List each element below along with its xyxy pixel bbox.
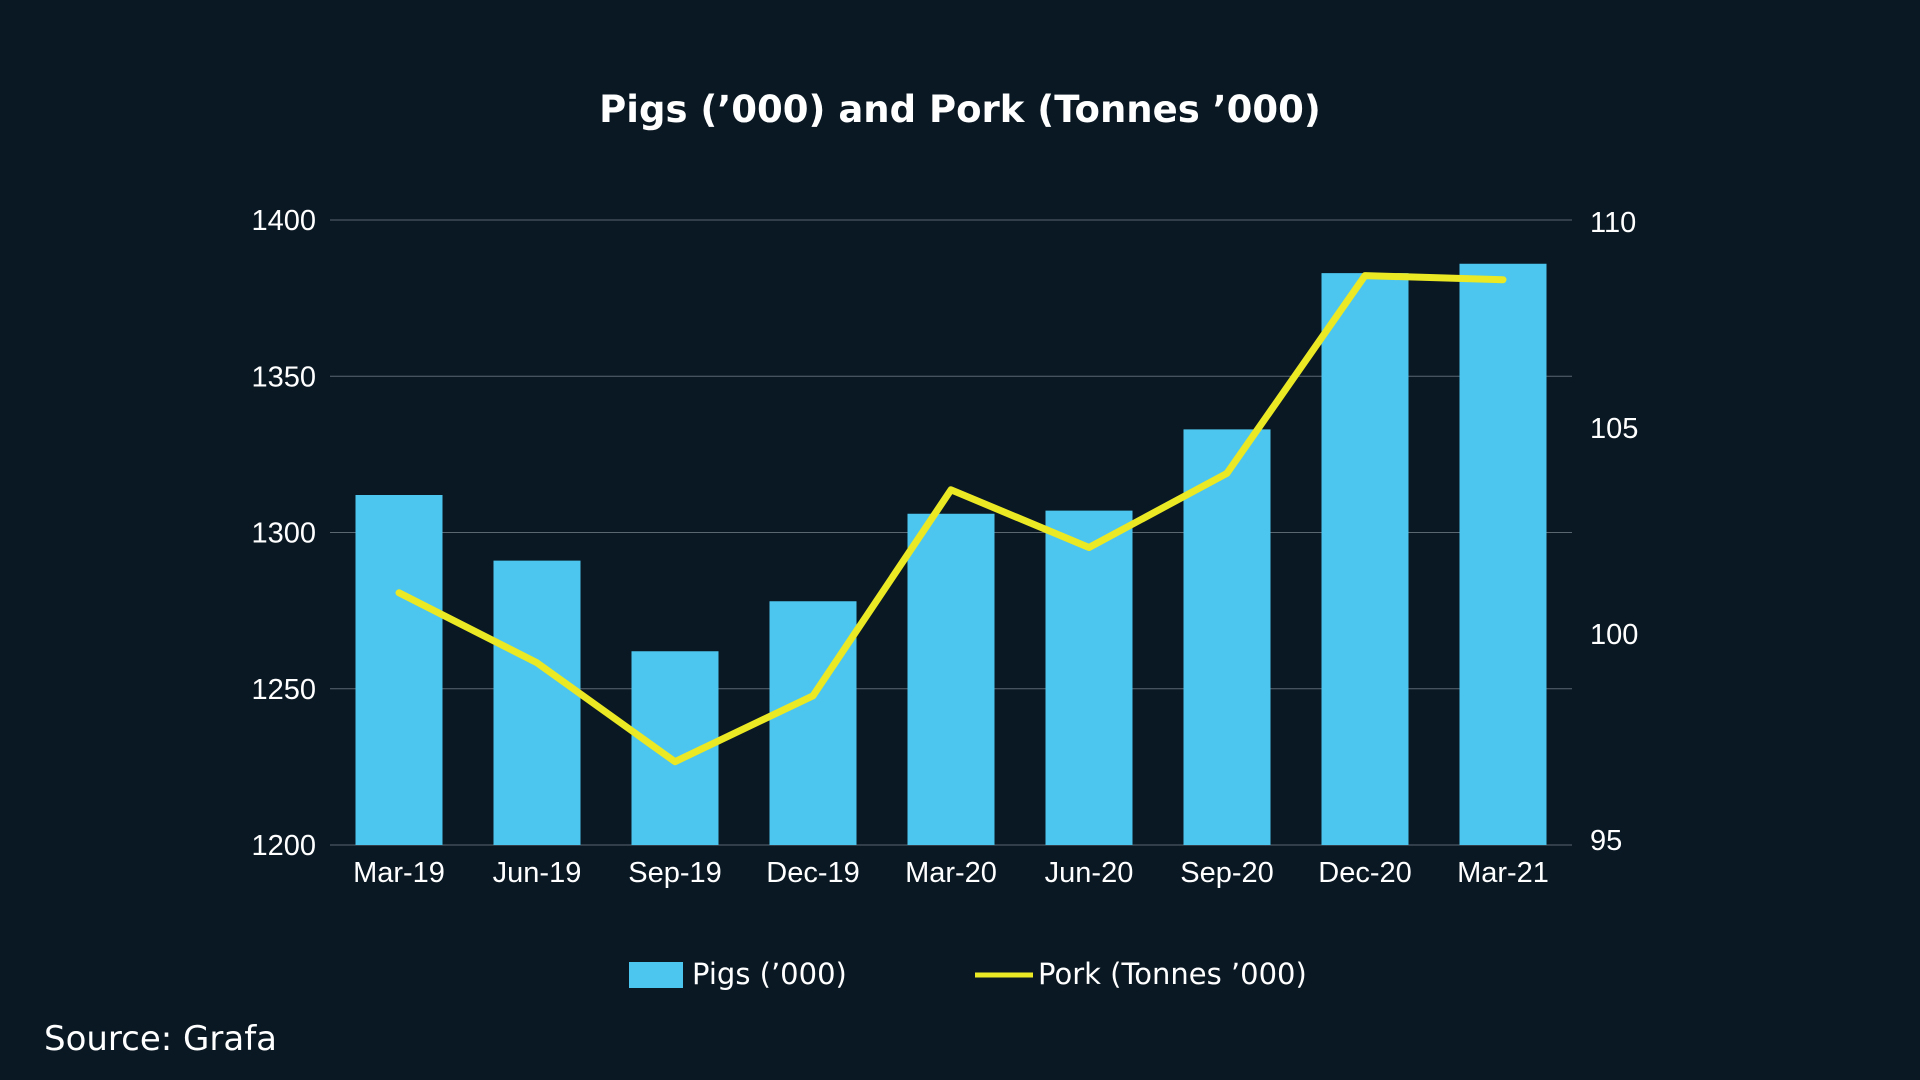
left-axis-tick-label: 1400 bbox=[251, 205, 316, 237]
bar bbox=[355, 495, 443, 845]
source-note: Source: Grafa bbox=[44, 1019, 277, 1059]
x-axis-tick-label: Mar-20 bbox=[905, 857, 997, 889]
line-point bbox=[1502, 279, 1504, 281]
line-point bbox=[536, 662, 538, 664]
line-point bbox=[950, 489, 952, 491]
left-axis-tick-label: 1200 bbox=[251, 830, 316, 862]
x-axis-tick-label: Jun-20 bbox=[1045, 857, 1134, 889]
x-axis-tick-label: Dec-19 bbox=[766, 857, 860, 889]
left-axis-tick-label: 1250 bbox=[251, 674, 316, 706]
x-axis-tick-label: Jun-19 bbox=[493, 857, 582, 889]
x-axis-tick-label: Sep-20 bbox=[1180, 857, 1274, 889]
legend-swatch-bars bbox=[629, 962, 683, 988]
x-axis-tick-label: Mar-21 bbox=[1457, 857, 1549, 889]
line-series bbox=[395, 272, 1507, 766]
left-axis: 1200 1250 1300 1350 1400 bbox=[251, 205, 316, 862]
bar bbox=[493, 560, 581, 845]
legend: Pigs (’000) Pork (Tonnes ’000) bbox=[629, 957, 1307, 991]
right-axis-tick-label: 100 bbox=[1590, 619, 1638, 651]
bar bbox=[1459, 263, 1547, 845]
line-point bbox=[1088, 546, 1090, 548]
x-axis-tick-label: Dec-20 bbox=[1318, 857, 1412, 889]
x-axis-tick-label: Mar-19 bbox=[353, 857, 445, 889]
x-axis-tick-label: Sep-19 bbox=[628, 857, 722, 889]
bar bbox=[769, 601, 857, 845]
line-point bbox=[1364, 275, 1366, 277]
legend-label-line: Pork (Tonnes ’000) bbox=[1038, 957, 1307, 991]
bar bbox=[907, 513, 995, 845]
bar-series bbox=[355, 263, 1547, 845]
legend-label-bars: Pigs (’000) bbox=[692, 957, 847, 991]
right-axis-tick-label: 110 bbox=[1590, 207, 1636, 239]
right-axis: 95 100 105 110 bbox=[1590, 207, 1638, 857]
line-point bbox=[674, 761, 676, 763]
line-point bbox=[398, 592, 400, 594]
bar bbox=[1045, 510, 1133, 845]
left-axis-tick-label: 1300 bbox=[251, 518, 316, 550]
line-point bbox=[812, 695, 814, 697]
bar bbox=[1183, 429, 1271, 845]
x-axis: Mar-19 Jun-19 Sep-19 Dec-19 Mar-20 Jun-20 Sep-… bbox=[353, 857, 1549, 889]
chart-title: Pigs (’000) and Pork (Tonnes ’000) bbox=[599, 88, 1321, 131]
left-axis-tick-label: 1350 bbox=[251, 361, 316, 393]
bar bbox=[1321, 273, 1409, 845]
right-axis-tick-label: 95 bbox=[1590, 825, 1622, 857]
right-axis-tick-label: 105 bbox=[1590, 413, 1638, 445]
line-point bbox=[1226, 472, 1228, 474]
